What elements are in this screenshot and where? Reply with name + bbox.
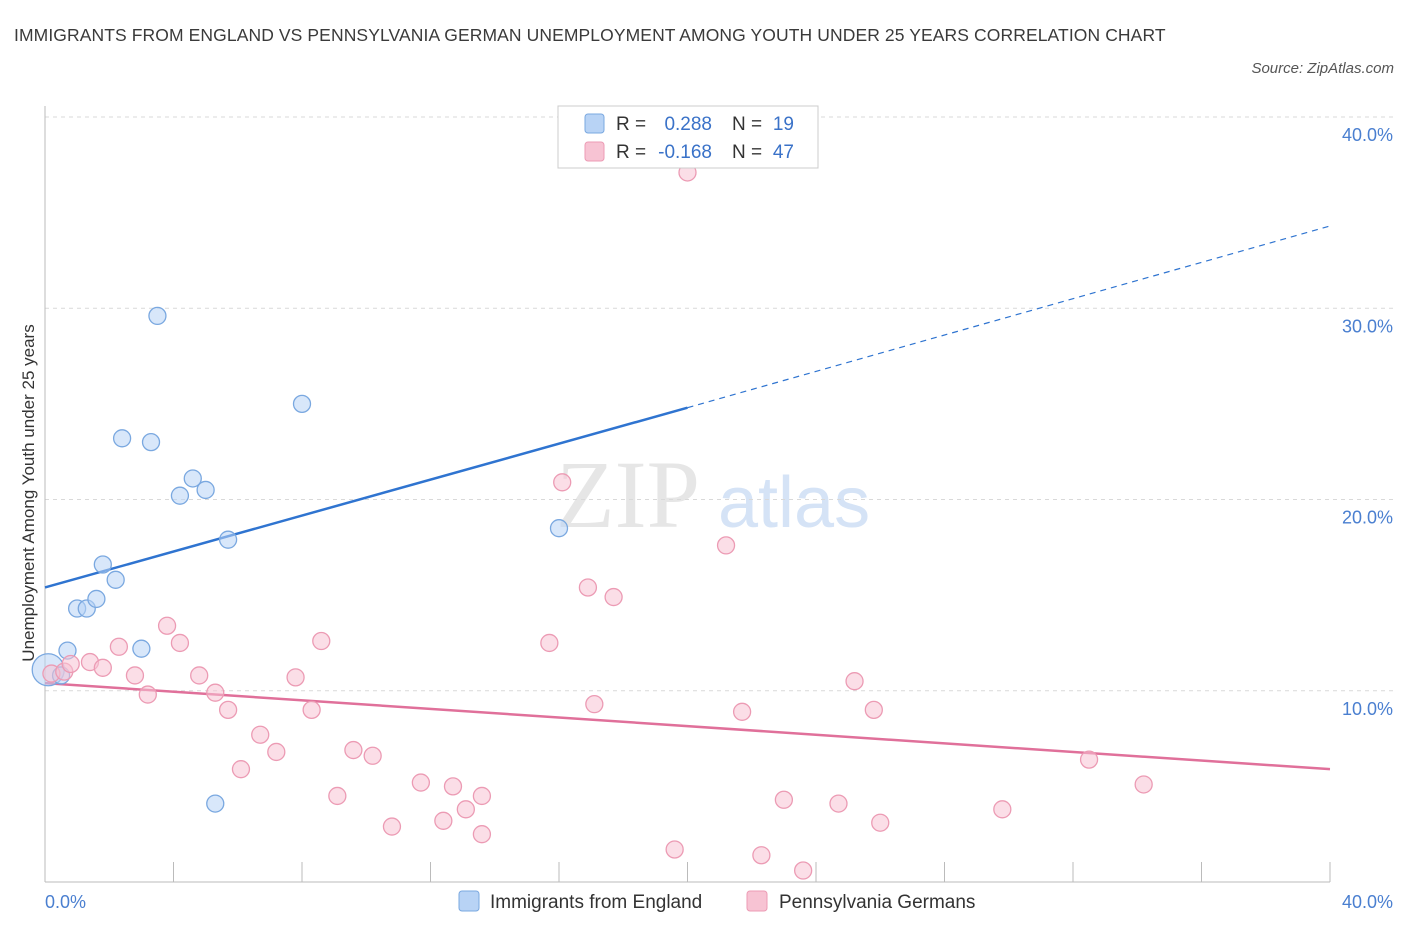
point-pa-german-19 (328, 786, 347, 806)
legend-swatch-blue (584, 113, 605, 134)
tick-labels: 10.0% 20.0% 30.0% 40.0% 0.0% 40.0% (45, 125, 1393, 912)
point-england-11 (148, 306, 167, 326)
point-pa-german-42 (845, 672, 864, 691)
point-pa-german-38 (752, 846, 771, 865)
point-pa-german-44 (871, 813, 890, 832)
point-pa-german-17 (302, 700, 321, 720)
grid-lines (45, 116, 1394, 692)
point-pa-german-20 (344, 740, 363, 760)
point-pa-german-14 (251, 725, 270, 744)
point-england-7 (106, 570, 125, 589)
legend-n-label-1: N = (732, 114, 762, 135)
point-pa-german-29 (540, 633, 559, 653)
point-pa-german-30 (553, 473, 572, 492)
point-pa-german-21 (363, 746, 382, 765)
point-england-6 (93, 555, 112, 574)
point-pa-german-40 (794, 861, 813, 880)
legend-n-label-2: N = (732, 142, 762, 163)
point-england-14 (196, 480, 215, 500)
point-pa-german-33 (604, 587, 623, 607)
series-legend: Immigrants from England Pennsylvania Ger… (458, 890, 975, 913)
point-pa-german-47 (1134, 775, 1153, 794)
series-pennsylvania-germans (42, 163, 1153, 880)
point-england-16 (218, 530, 238, 549)
point-pa-german-4 (93, 658, 112, 677)
point-england-17 (292, 394, 312, 414)
point-pa-german-34 (665, 840, 684, 859)
point-pa-german-16 (286, 668, 305, 687)
legend-r-label-2: R = (616, 142, 646, 163)
point-england-9 (132, 639, 151, 658)
legend-swatch-pink (584, 141, 605, 162)
series-immigrants-from-england (31, 306, 569, 813)
point-pa-german-43 (864, 700, 883, 720)
y-tick-label-0: 10.0% (1342, 699, 1393, 719)
y-tick-label-3: 40.0% (1342, 125, 1393, 145)
bottom-legend-label-2: Pennsylvania Germans (779, 892, 975, 913)
axes (44, 106, 1331, 883)
point-pa-german-15 (267, 742, 286, 762)
point-pa-german-12 (218, 700, 238, 720)
bottom-legend-label-1: Immigrants from England (490, 892, 702, 913)
watermark-zip: ZIP (556, 441, 700, 548)
point-pa-german-25 (443, 777, 463, 796)
point-pa-german-41 (829, 794, 848, 813)
point-pa-german-27 (472, 786, 492, 806)
point-england-10 (141, 432, 161, 452)
watermark-atlas: atlas (718, 463, 870, 543)
point-pa-german-8 (157, 616, 177, 635)
trend-lines (44, 225, 1331, 771)
point-pa-german-5 (109, 637, 129, 656)
point-pa-german-36 (716, 536, 736, 555)
legend-r-value-1: 0.288 (664, 114, 712, 135)
point-pa-german-39 (774, 790, 794, 809)
point-pa-german-31 (578, 578, 598, 597)
legend-r-value-2: -0.168 (658, 142, 712, 163)
legend-r-label-1: R = (616, 114, 646, 135)
point-pa-german-10 (190, 666, 209, 685)
trend-line-pennsylvania-germans (44, 681, 1331, 771)
bottom-legend-swatch-blue (458, 890, 480, 912)
point-england-8 (112, 429, 132, 448)
bottom-legend-swatch-pink (746, 890, 768, 912)
legend-n-value-1: 19 (773, 114, 794, 135)
trend-line-immigrants-from-england (44, 406, 688, 589)
point-pa-german-22 (382, 817, 402, 836)
point-pa-german-11 (206, 683, 225, 702)
point-pa-german-32 (585, 694, 604, 714)
point-pa-german-46 (1079, 750, 1099, 769)
trend-line-immigrants-from-england-extension (687, 225, 1331, 409)
source-label: Source: ZipAtlas.com (1251, 60, 1394, 77)
y-tick-label-1: 20.0% (1342, 508, 1393, 528)
point-pa-german-13 (231, 760, 251, 779)
chart-title: IMMIGRANTS FROM ENGLAND VS PENNSYLVANIA … (14, 25, 1166, 45)
point-england-13 (183, 469, 202, 488)
point-pa-german-37 (732, 702, 752, 721)
point-pa-german-9 (170, 633, 190, 653)
point-pa-german-24 (434, 811, 453, 830)
point-england-18 (549, 519, 569, 538)
x-tick-label-0: 0.0% (45, 892, 86, 912)
point-pa-german-23 (411, 773, 431, 792)
x-tick-label-1: 40.0% (1342, 892, 1393, 912)
point-pa-german-18 (312, 631, 331, 651)
legend-n-value-2: 47 (773, 142, 794, 163)
point-pa-german-6 (125, 666, 145, 685)
y-tick-label-2: 30.0% (1342, 316, 1393, 336)
point-england-15 (206, 794, 225, 813)
point-pa-german-7 (138, 685, 157, 704)
point-england-12 (170, 486, 190, 505)
point-england-5 (87, 589, 106, 609)
point-pa-german-26 (456, 800, 475, 819)
point-pa-german-28 (472, 825, 492, 844)
correlation-legend: R = 0.288 N = 19 R = -0.168 N = 47 (557, 105, 819, 169)
y-axis-label: Unemployment Among Youth under 25 years (19, 324, 38, 661)
point-pa-german-45 (993, 800, 1012, 819)
point-pa-german-2 (61, 654, 80, 674)
